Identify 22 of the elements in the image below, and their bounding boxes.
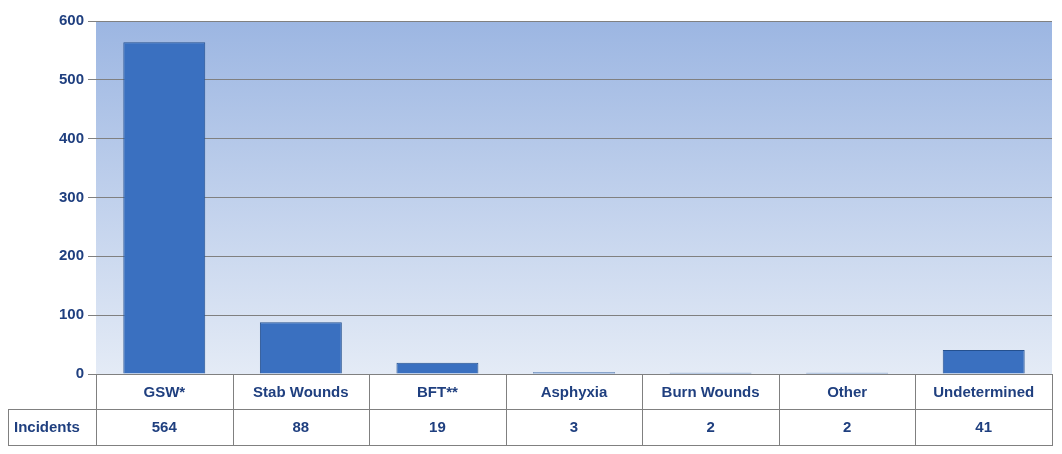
y-tick-label: 200	[58, 246, 84, 264]
data-label: 41	[975, 418, 993, 436]
text: Incidents	[14, 418, 80, 436]
data-label: 564	[151, 418, 178, 436]
data-label: 3	[569, 418, 579, 436]
data-label: 19	[429, 418, 446, 436]
x-tick-label: Undetermined	[933, 383, 1035, 401]
x-tick-label: GSW*	[143, 383, 186, 401]
x-tick-label: Other	[827, 383, 868, 401]
y-tick-label: 100	[58, 305, 84, 323]
x-tick-label: Stab Wounds	[253, 383, 349, 401]
data-label: 2	[706, 418, 715, 436]
x-tick-label: Burn Wounds	[661, 383, 760, 401]
y-tick-label: 300	[58, 187, 84, 205]
x-tick-label: BFT**	[417, 383, 458, 401]
y-tick-label: 500	[58, 69, 84, 87]
y-tick-label: 400	[58, 128, 84, 146]
y-tick-label: 0	[75, 364, 84, 382]
data-label: 88	[292, 418, 310, 436]
data-label: 2	[842, 418, 852, 436]
y-tick-label: 600	[58, 11, 84, 29]
x-tick-label: Asphyxia	[540, 383, 608, 401]
